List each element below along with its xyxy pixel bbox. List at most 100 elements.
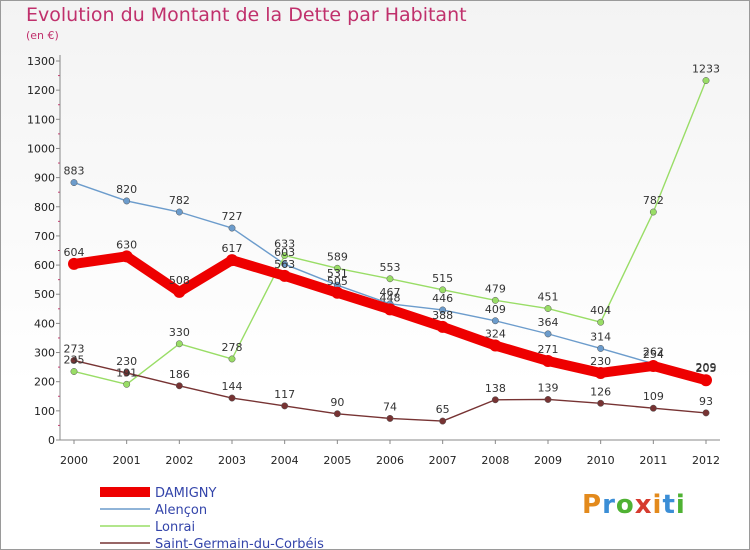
data-point bbox=[226, 254, 238, 267]
legend: DAMIGNY Alençon Lonrai Saint-Germain-du-Cor… bbox=[100, 486, 324, 550]
data-label: 467 bbox=[380, 286, 401, 299]
y-tick-label: 400 bbox=[34, 317, 55, 330]
data-label: 409 bbox=[485, 303, 506, 316]
data-label: 278 bbox=[222, 341, 243, 354]
data-point bbox=[647, 359, 660, 372]
y-tick-label: 600 bbox=[34, 259, 55, 272]
data-label: 515 bbox=[432, 272, 453, 285]
data-label: 563 bbox=[274, 258, 295, 271]
data-point bbox=[333, 264, 341, 272]
chart-subtitle: (en €) bbox=[26, 29, 59, 42]
y-tick-label: 1100 bbox=[27, 113, 55, 126]
data-label: 404 bbox=[590, 304, 611, 317]
data-point bbox=[597, 399, 605, 407]
data-point bbox=[384, 303, 396, 316]
data-label: 209 bbox=[696, 361, 717, 374]
data-point bbox=[228, 394, 236, 402]
data-point bbox=[700, 374, 712, 387]
data-point bbox=[386, 414, 394, 422]
data-point bbox=[70, 356, 78, 364]
y-tick-label: 700 bbox=[34, 230, 55, 243]
x-tick-label: 2004 bbox=[271, 454, 299, 467]
data-point bbox=[386, 275, 394, 283]
data-point bbox=[649, 404, 657, 412]
data-label: 451 bbox=[538, 291, 559, 304]
data-label: 262 bbox=[643, 346, 664, 359]
data-label: 271 bbox=[538, 343, 559, 356]
y-tick-label: 0 bbox=[48, 434, 55, 447]
data-label: 633 bbox=[274, 237, 295, 250]
x-tick-label: 2007 bbox=[429, 454, 457, 467]
x-tick-label: 2002 bbox=[165, 454, 193, 467]
data-point bbox=[123, 380, 131, 388]
data-point bbox=[123, 197, 131, 205]
y-tick-label: 1300 bbox=[27, 55, 55, 68]
data-point bbox=[281, 402, 289, 410]
data-point bbox=[544, 396, 552, 403]
data-label: 273 bbox=[64, 342, 85, 355]
x-tick-label: 2003 bbox=[218, 454, 246, 467]
data-label: 479 bbox=[485, 282, 506, 295]
data-label: 630 bbox=[116, 238, 137, 251]
y-tick-label: 1200 bbox=[27, 84, 55, 97]
data-point bbox=[702, 409, 710, 417]
legend-entry: DAMIGNY bbox=[155, 486, 217, 501]
logo-letter: P bbox=[582, 490, 603, 520]
data-label: 604 bbox=[64, 246, 85, 259]
data-label: 883 bbox=[64, 165, 85, 178]
x-tick-label: 2012 bbox=[692, 454, 720, 467]
data-point bbox=[68, 257, 80, 270]
data-label: 1233 bbox=[692, 63, 720, 76]
data-label: 138 bbox=[485, 382, 506, 395]
data-point bbox=[70, 179, 78, 187]
data-point bbox=[491, 296, 499, 304]
chart-title: Evolution du Montant de la Dette par Hab… bbox=[26, 4, 467, 26]
data-point bbox=[123, 369, 131, 377]
logo-letter: o bbox=[615, 490, 635, 520]
data-point bbox=[173, 285, 186, 298]
data-label: 330 bbox=[169, 326, 190, 339]
y-tick-label: 500 bbox=[34, 288, 55, 301]
legend-entry: Lonrai bbox=[155, 520, 195, 535]
data-point bbox=[439, 306, 447, 314]
proxiti-logo: Proxiti bbox=[582, 490, 686, 520]
x-tick-label: 2000 bbox=[60, 454, 88, 467]
data-label: 364 bbox=[538, 316, 559, 329]
y-tick-label: 300 bbox=[34, 347, 55, 360]
data-label: 74 bbox=[383, 400, 397, 413]
y-tick-label: 800 bbox=[34, 201, 55, 214]
series-lines bbox=[68, 77, 712, 425]
data-point bbox=[281, 252, 289, 259]
data-point bbox=[489, 339, 502, 352]
data-point bbox=[281, 260, 289, 268]
x-tick-label: 2006 bbox=[376, 454, 404, 467]
data-label: 508 bbox=[169, 274, 190, 287]
data-label: 205 bbox=[696, 362, 717, 375]
data-label: 448 bbox=[380, 291, 401, 304]
data-label: 617 bbox=[222, 242, 243, 255]
data-label: 505 bbox=[327, 275, 348, 288]
data-label: 314 bbox=[590, 330, 611, 343]
data-label: 727 bbox=[222, 210, 243, 223]
logo-letter: i bbox=[652, 490, 663, 520]
data-point bbox=[70, 368, 78, 375]
data-label: 109 bbox=[643, 390, 664, 403]
legend-entry: Alençon bbox=[155, 503, 207, 518]
data-label: 126 bbox=[590, 385, 611, 398]
data-label: 230 bbox=[590, 355, 611, 368]
data-point bbox=[436, 320, 449, 333]
data-label: 230 bbox=[116, 355, 137, 368]
data-label: 191 bbox=[116, 366, 137, 379]
data-label: 589 bbox=[327, 250, 348, 263]
data-point bbox=[333, 410, 341, 418]
data-point bbox=[439, 286, 447, 294]
data-point bbox=[439, 417, 447, 425]
logo-letter: i bbox=[675, 490, 686, 520]
data-point bbox=[278, 269, 291, 282]
data-label: 186 bbox=[169, 368, 190, 381]
logo-letter: t bbox=[662, 490, 676, 520]
x-tick-label: 2001 bbox=[113, 454, 141, 467]
data-label: 553 bbox=[380, 261, 401, 274]
